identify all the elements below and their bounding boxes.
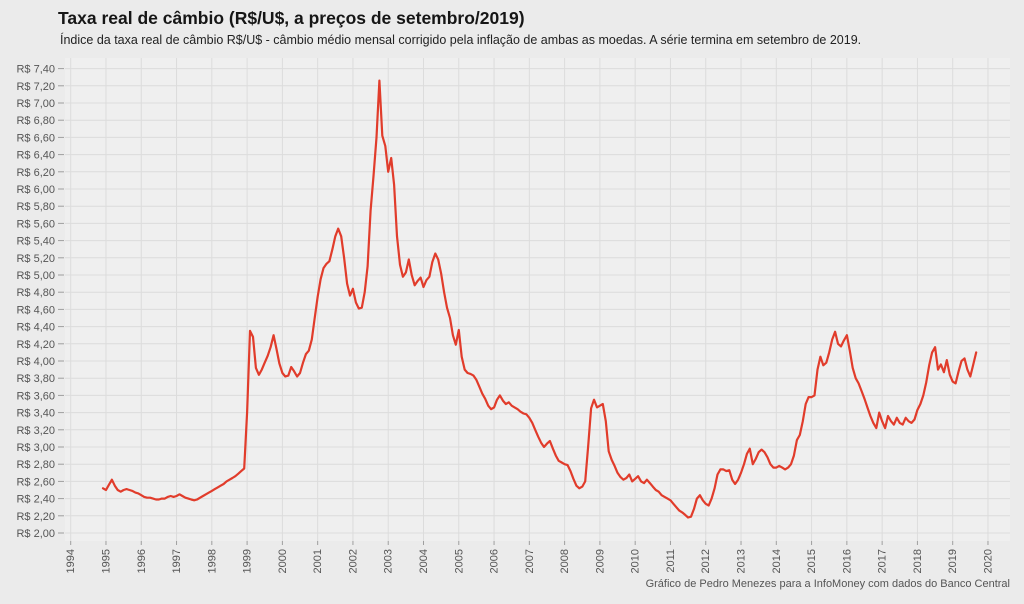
y-axis-tick-label: R$ 6,20	[16, 167, 55, 179]
x-axis-tick-label: 2007	[524, 549, 536, 573]
y-axis-tick-label: R$ 2,00	[16, 528, 55, 540]
y-axis-tick-label: R$ 2,20	[16, 511, 55, 523]
y-axis-tick-label: R$ 5,60	[16, 218, 55, 230]
x-axis-tick-label: 2003	[383, 549, 395, 573]
x-axis-tick-label: 2000	[277, 549, 289, 573]
x-axis-tick-label: 2013	[736, 549, 748, 573]
chart-credit: Gráfico de Pedro Menezes para a InfoMone…	[645, 578, 1010, 590]
x-axis-tick-label: 2008	[559, 549, 571, 573]
x-axis-tick-label: 1999	[242, 549, 254, 573]
x-axis-tick-label: 2009	[594, 549, 606, 573]
x-axis-tick-label: 2002	[347, 549, 359, 573]
x-axis-tick-label: 2012	[700, 549, 712, 573]
y-axis-tick-label: R$ 7,00	[16, 98, 55, 110]
y-axis-tick-label: R$ 4,60	[16, 304, 55, 316]
x-axis-tick-label: 2005	[453, 549, 465, 573]
x-axis-tick-label: 2017	[877, 549, 889, 573]
y-axis-tick-label: R$ 3,80	[16, 373, 55, 385]
x-axis-tick-label: 2006	[489, 549, 501, 573]
x-axis-tick-label: 2014	[771, 549, 783, 573]
plot-panel	[65, 58, 1010, 541]
x-axis-tick-label: 2011	[665, 549, 677, 573]
x-axis-tick-label: 2010	[630, 549, 642, 573]
y-axis-tick-label: R$ 3,40	[16, 408, 55, 420]
x-axis-tick-label: 1997	[171, 549, 183, 573]
x-axis-tick-label: 1998	[206, 549, 218, 573]
y-axis-tick-label: R$ 4,80	[16, 287, 55, 299]
x-axis-tick-label: 1996	[136, 549, 148, 573]
y-axis-tick-label: R$ 6,00	[16, 184, 55, 196]
y-axis-tick-label: R$ 6,80	[16, 115, 55, 127]
y-axis-tick-label: R$ 5,80	[16, 201, 55, 213]
y-axis-tick-label: R$ 3,00	[16, 442, 55, 454]
y-axis-tick-label: R$ 6,40	[16, 150, 55, 162]
y-axis-tick-label: R$ 6,60	[16, 132, 55, 144]
y-axis-tick-label: R$ 2,40	[16, 494, 55, 506]
y-axis-tick-label: R$ 2,80	[16, 459, 55, 471]
x-axis-tick-label: 1994	[65, 549, 77, 573]
y-axis-tick-label: R$ 3,20	[16, 425, 55, 437]
page-title: Taxa real de câmbio (R$/U$, a preços de …	[58, 8, 525, 28]
page-subtitle: Índice da taxa real de câmbio R$/U$ - câ…	[60, 33, 862, 47]
y-axis-tick-label: R$ 7,20	[16, 81, 55, 93]
exchange-rate-line	[101, 79, 978, 519]
y-axis-tick-label: R$ 4,40	[16, 322, 55, 334]
y-axis-tick-label: R$ 5,00	[16, 270, 55, 282]
y-axis-tick-label: R$ 7,40	[16, 64, 55, 76]
y-axis-tick-label: R$ 5,40	[16, 236, 55, 248]
x-axis-tick-label: 2020	[982, 549, 994, 573]
x-axis-tick-label: 2015	[806, 549, 818, 573]
x-axis-tick-label: 2016	[841, 549, 853, 573]
x-axis-tick-label: 1995	[100, 549, 112, 573]
y-axis-tick-label: R$ 4,20	[16, 339, 55, 351]
x-axis-tick-label: 2004	[418, 549, 430, 573]
y-axis-tick-label: R$ 3,60	[16, 390, 55, 402]
y-axis-tick-label: R$ 4,00	[16, 356, 55, 368]
y-axis-tick-label: R$ 5,20	[16, 253, 55, 265]
x-axis-tick-label: 2018	[912, 549, 924, 573]
x-axis-tick-label: 2019	[947, 549, 959, 573]
y-axis-tick-label: R$ 2,60	[16, 476, 55, 488]
x-axis-tick-label: 2001	[312, 549, 324, 573]
